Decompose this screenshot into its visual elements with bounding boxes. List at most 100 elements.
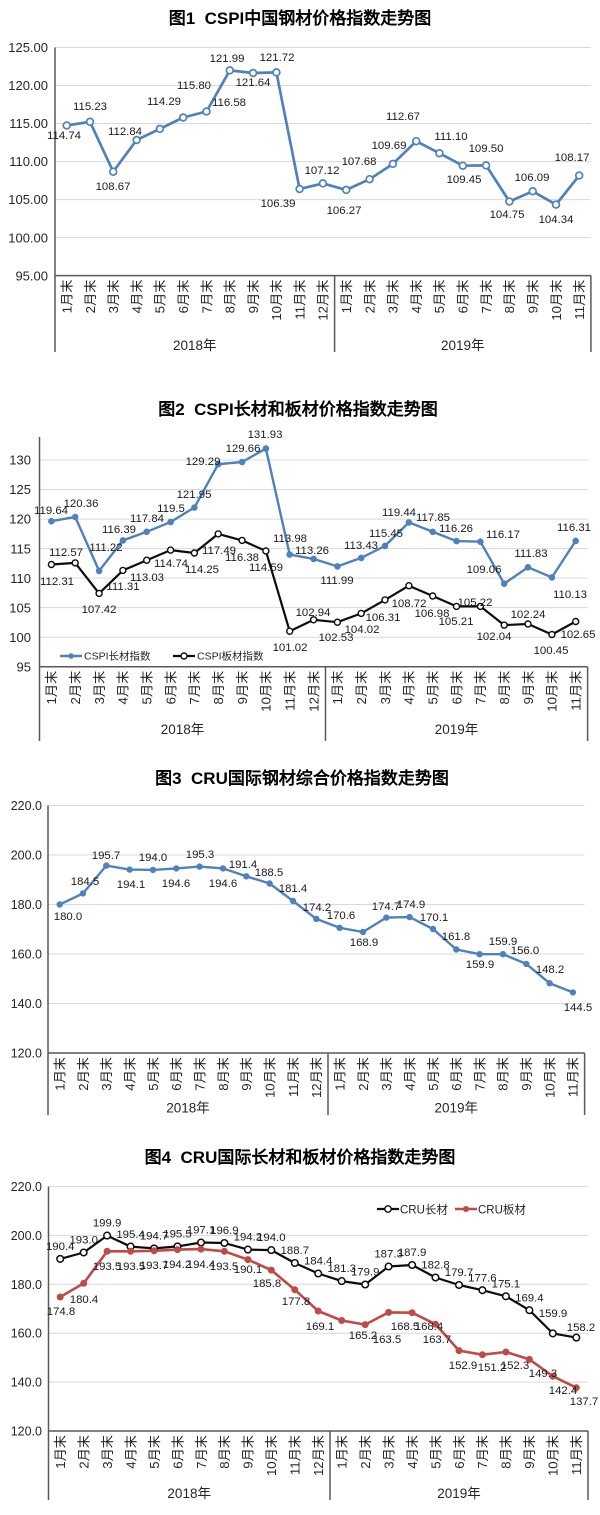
svg-text:200.0: 200.0: [11, 1229, 42, 1243]
svg-text:193.5: 193.5: [93, 1261, 122, 1273]
svg-text:2月末: 2月末: [68, 671, 83, 705]
svg-text:158.2: 158.2: [567, 1322, 596, 1334]
svg-text:12月末: 12月末: [311, 1435, 326, 1476]
svg-text:95: 95: [17, 659, 31, 674]
svg-text:116.58: 116.58: [212, 97, 246, 109]
svg-text:5月末: 5月末: [146, 1057, 161, 1091]
svg-text:121.95: 121.95: [177, 489, 212, 501]
svg-text:104.34: 104.34: [539, 214, 574, 226]
svg-text:4月末: 4月末: [405, 1435, 420, 1469]
svg-text:156.0: 156.0: [511, 945, 540, 957]
svg-text:102.24: 102.24: [511, 609, 546, 621]
svg-text:120.0: 120.0: [11, 1425, 42, 1439]
svg-text:8月末: 8月末: [211, 671, 226, 705]
svg-text:2019年: 2019年: [435, 722, 479, 737]
svg-text:131.93: 131.93: [248, 429, 283, 441]
svg-text:114.25: 114.25: [185, 564, 219, 576]
svg-text:182.8: 182.8: [421, 1260, 450, 1272]
svg-text:193.5: 193.5: [210, 1261, 239, 1273]
svg-text:2月末: 2月末: [356, 1057, 371, 1091]
svg-text:3月末: 3月末: [92, 671, 107, 705]
svg-text:104.75: 104.75: [490, 209, 525, 221]
svg-text:CSPI长材指数: CSPI长材指数: [84, 650, 151, 663]
svg-text:4月末: 4月末: [129, 280, 144, 314]
svg-text:148.2: 148.2: [536, 964, 565, 976]
svg-text:121.64: 121.64: [236, 77, 271, 89]
svg-text:191.4: 191.4: [229, 859, 258, 871]
svg-text:185.8: 185.8: [253, 1278, 282, 1290]
svg-text:195.4: 195.4: [116, 1229, 145, 1241]
svg-text:195.7: 195.7: [92, 850, 121, 862]
svg-text:190.4: 190.4: [46, 1241, 75, 1253]
svg-text:7月末: 7月末: [475, 1435, 490, 1469]
svg-text:120.00: 120.00: [8, 78, 48, 93]
svg-text:11月末: 11月末: [566, 1057, 581, 1097]
svg-text:174.2: 174.2: [303, 902, 332, 914]
svg-text:107.68: 107.68: [342, 156, 377, 168]
svg-text:109.45: 109.45: [447, 174, 482, 186]
svg-text:100.00: 100.00: [8, 230, 48, 245]
svg-text:152.3: 152.3: [501, 1360, 530, 1372]
svg-text:115.23: 115.23: [73, 101, 107, 113]
svg-text:1月末: 1月末: [53, 1435, 68, 1469]
svg-text:2月末: 2月末: [358, 1435, 373, 1469]
svg-text:168.4: 168.4: [415, 1321, 444, 1333]
svg-text:119.5: 119.5: [157, 503, 185, 515]
svg-text:5月末: 5月末: [139, 671, 154, 705]
svg-text:CRU板材: CRU板材: [478, 1202, 526, 1216]
svg-text:177.6: 177.6: [468, 1272, 497, 1284]
svg-text:220.0: 220.0: [11, 1180, 42, 1194]
svg-text:100: 100: [9, 630, 31, 645]
svg-text:125.00: 125.00: [8, 40, 48, 55]
svg-text:11月末: 11月末: [572, 280, 587, 320]
svg-text:9月末: 9月末: [526, 280, 541, 314]
svg-text:220.0: 220.0: [11, 799, 42, 813]
svg-text:195.5: 195.5: [163, 1229, 192, 1241]
svg-text:149.3: 149.3: [529, 1368, 558, 1380]
svg-text:2月末: 2月末: [362, 280, 377, 314]
svg-text:119.64: 119.64: [34, 505, 68, 517]
svg-text:106.27: 106.27: [327, 205, 362, 217]
svg-text:7月末: 7月末: [472, 1057, 487, 1091]
svg-text:9月末: 9月末: [519, 1057, 534, 1091]
svg-text:8月末: 8月末: [502, 280, 517, 314]
svg-text:102.53: 102.53: [319, 632, 354, 644]
svg-text:9月末: 9月末: [239, 1057, 254, 1091]
svg-text:7月末: 7月末: [199, 280, 214, 314]
svg-text:197.1: 197.1: [187, 1225, 216, 1237]
svg-text:101.02: 101.02: [273, 642, 308, 654]
svg-text:159.9: 159.9: [489, 936, 518, 948]
svg-text:2018年: 2018年: [173, 338, 217, 353]
svg-text:194.0: 194.0: [139, 852, 168, 864]
svg-text:140.0: 140.0: [11, 1376, 42, 1390]
svg-text:105.00: 105.00: [8, 192, 48, 207]
svg-text:160.0: 160.0: [11, 948, 42, 962]
svg-text:111.99: 111.99: [320, 575, 353, 587]
svg-text:8月末: 8月末: [497, 671, 512, 705]
svg-text:2019年: 2019年: [437, 1486, 481, 1501]
svg-text:114.74: 114.74: [47, 130, 81, 142]
svg-text:187.3: 187.3: [374, 1249, 403, 1261]
svg-text:2月末: 2月末: [76, 1057, 91, 1091]
svg-text:129.66: 129.66: [226, 443, 261, 455]
svg-text:3月末: 3月末: [106, 280, 121, 314]
svg-text:7月末: 7月末: [479, 280, 494, 314]
svg-text:175.1: 175.1: [492, 1278, 521, 1290]
svg-text:106.39: 106.39: [261, 198, 296, 210]
svg-text:140.0: 140.0: [11, 997, 42, 1011]
svg-text:117.85: 117.85: [416, 512, 450, 524]
svg-text:163.5: 163.5: [373, 1334, 402, 1346]
svg-text:6月末: 6月末: [170, 1435, 185, 1469]
svg-text:142.4: 142.4: [549, 1385, 578, 1397]
svg-text:108.17: 108.17: [555, 152, 590, 164]
svg-text:7月末: 7月末: [473, 671, 488, 705]
svg-text:2019年: 2019年: [441, 338, 485, 353]
svg-text:3月末: 3月末: [378, 671, 393, 705]
svg-text:10月末: 10月末: [259, 671, 274, 712]
svg-text:1月末: 1月末: [44, 671, 59, 705]
svg-text:194.4: 194.4: [187, 1259, 216, 1271]
svg-text:2018年: 2018年: [161, 722, 205, 737]
svg-text:105.21: 105.21: [439, 616, 474, 628]
svg-text:8月末: 8月末: [499, 1435, 514, 1469]
svg-text:181.3: 181.3: [327, 1263, 356, 1275]
